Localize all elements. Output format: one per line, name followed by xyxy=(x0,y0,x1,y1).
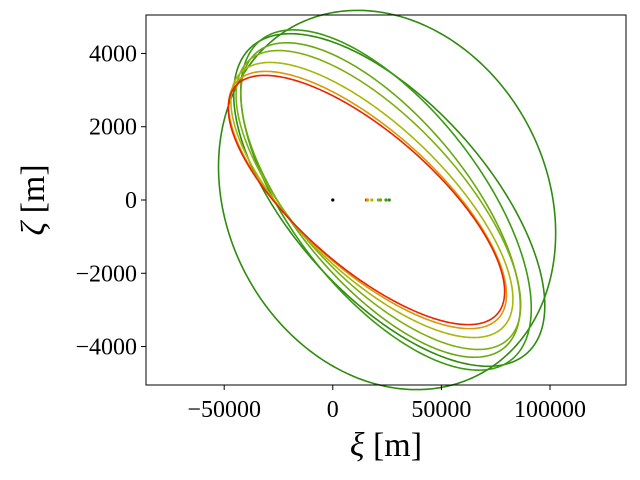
y-axis-label: ζ [m] xyxy=(15,164,52,235)
y-tick-label: 2000 xyxy=(89,115,137,141)
center-point-6 xyxy=(378,198,383,202)
center-point-1 xyxy=(331,198,335,202)
x-axis-label-unit: [m] xyxy=(364,427,422,464)
orbit-series-8 xyxy=(227,74,506,326)
y-tick-label: −2000 xyxy=(75,261,137,287)
x-axis-label-symbol: ξ xyxy=(350,427,365,464)
y-tick-label: −4000 xyxy=(75,335,137,361)
plot-lines xyxy=(217,9,557,391)
orbit-series-3 xyxy=(239,29,533,371)
plot-points xyxy=(331,198,391,202)
x-tick-label: 0 xyxy=(327,397,339,423)
x-axis-label: ξ [m] xyxy=(350,427,422,464)
x-tick-label: 100000 xyxy=(514,397,586,423)
y-axis-label-symbol: ζ xyxy=(15,220,52,236)
y-axis-ticks: −4000 −2000 0 2000 4000 xyxy=(75,41,146,361)
orbit-series-1 xyxy=(217,9,557,391)
center-point-3 xyxy=(365,198,370,202)
center-point-8 xyxy=(387,198,391,202)
y-axis-label-unit: [m] xyxy=(15,164,52,222)
y-tick-label: 4000 xyxy=(89,41,137,67)
x-tick-label: 50000 xyxy=(411,397,471,423)
orbit-series-7 xyxy=(227,70,508,330)
orbit-series-5 xyxy=(235,49,522,351)
x-axis-ticks: −50000 0 50000 100000 xyxy=(187,385,586,423)
orbit-series-6 xyxy=(230,61,514,339)
center-point-4 xyxy=(370,198,374,202)
x-tick-label: −50000 xyxy=(187,397,261,423)
center-point-7 xyxy=(384,198,388,202)
y-tick-label: 0 xyxy=(125,188,137,214)
